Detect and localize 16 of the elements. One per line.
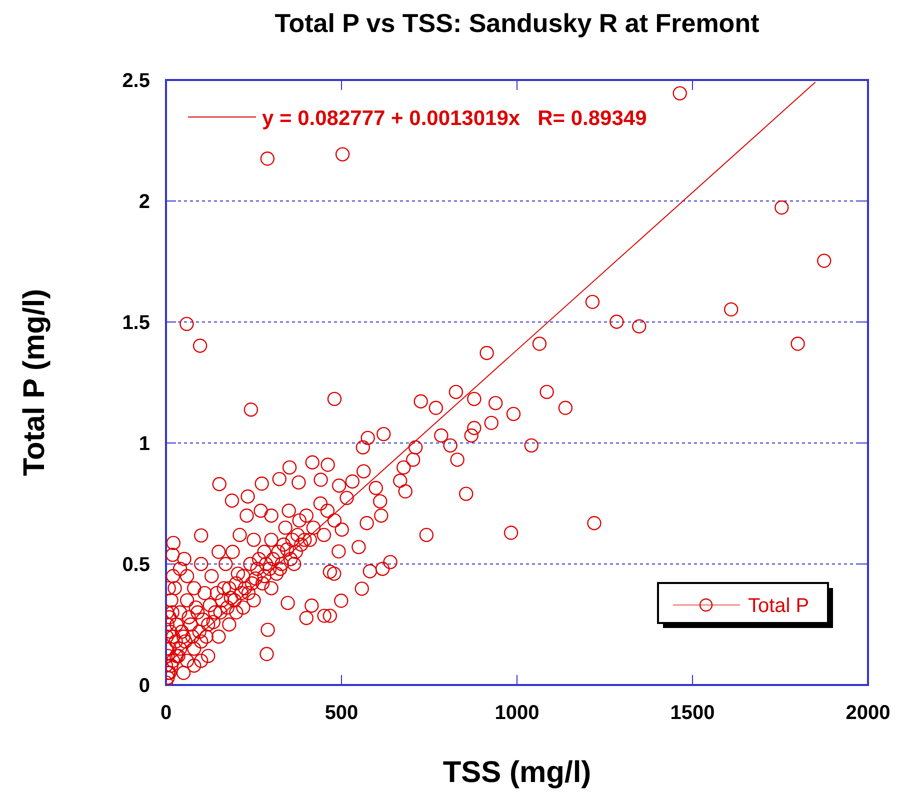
y-tick-label: 2.5 [122,70,150,92]
legend-label: Total P [748,595,810,617]
x-axis-title: TSS (mg/l) [442,756,592,789]
x-tick-label: 1500 [670,702,715,724]
x-tick-label: 500 [324,702,358,724]
y-axis-title: Total P (mg/l) [18,288,51,476]
x-tick-label: 2000 [846,702,890,724]
y-tick-label: 2 [138,191,150,213]
y-tick-label: 1 [138,433,150,455]
y-tick-label: 0.5 [122,554,150,576]
x-tick-label: 1000 [494,702,540,724]
x-tick-label: 0 [160,702,172,724]
annotation: y = 0.082777 + 0.0013019x R= 0.89349 [262,107,647,130]
y-tick-label: 1.5 [122,312,150,334]
chart-title: Total P vs TSS: Sandusky R at Fremont [274,8,760,38]
y-tick-label: 0 [138,675,150,697]
